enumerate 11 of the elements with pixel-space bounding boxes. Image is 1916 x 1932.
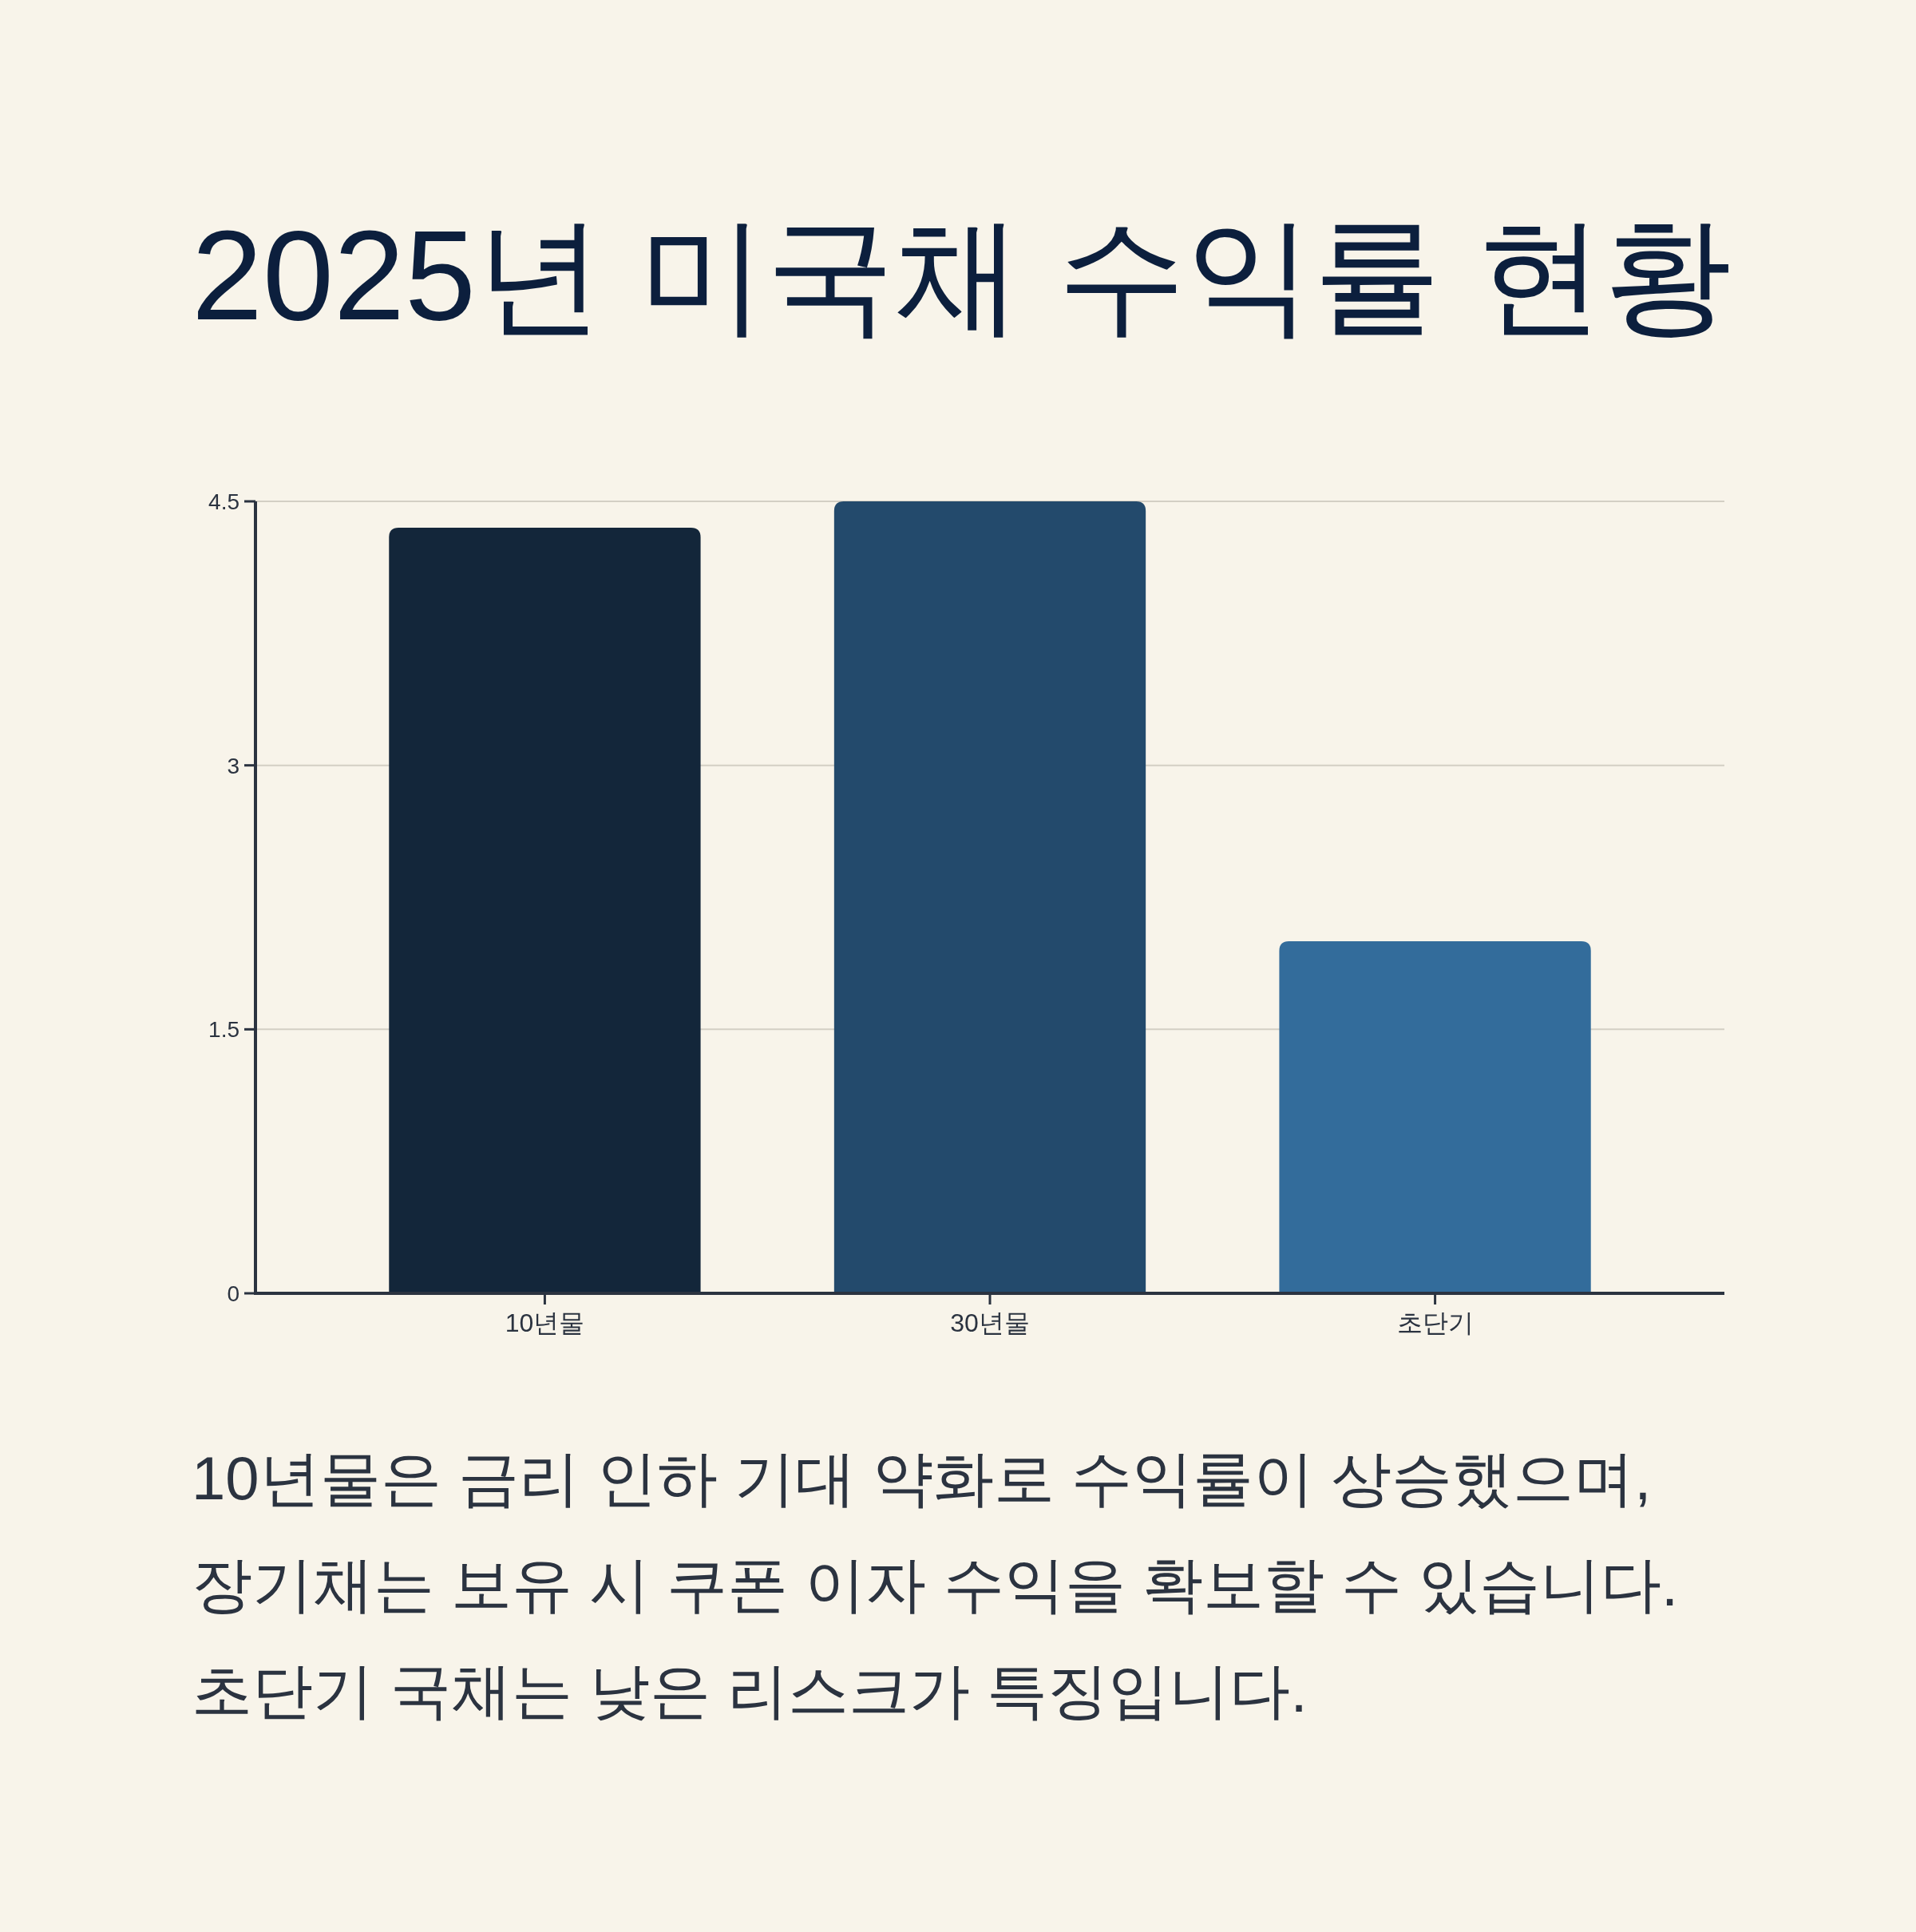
y-tick-label: 3 bbox=[227, 753, 240, 778]
text: 초단기 국채는 낮은 리스크가 특징입니다. bbox=[192, 1657, 1308, 1724]
x-tick-label: 10년물 bbox=[505, 1308, 585, 1337]
x-tick-label: 초단기 bbox=[1396, 1308, 1474, 1337]
y-tick-label: 0 bbox=[227, 1281, 240, 1306]
text: 장기채는 보유 시 쿠폰 이자 수익을 확보할 수 있습니다. bbox=[192, 1550, 1679, 1618]
y-tick-label: 4.5 bbox=[208, 489, 240, 514]
text: 10년물은 금리 인하 기대 약화로 수익률이 상승했으며, bbox=[192, 1444, 1652, 1512]
x-tick-label: 30년물 bbox=[950, 1308, 1030, 1337]
y-tick-label: 1.5 bbox=[208, 1017, 240, 1043]
chart-title: 2025년 미국채 수익률 현황 bbox=[192, 204, 1732, 346]
